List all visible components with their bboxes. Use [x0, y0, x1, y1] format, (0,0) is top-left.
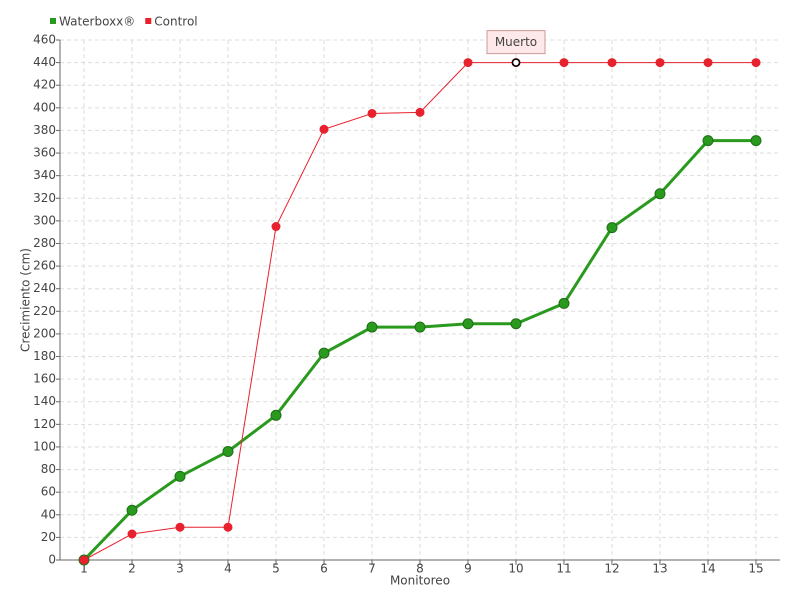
- x-tick-label: 5: [272, 562, 280, 576]
- x-tick-label: 8: [416, 562, 424, 576]
- data-point: [703, 58, 713, 68]
- y-tick-label: 160: [33, 372, 56, 386]
- x-tick-label: 7: [368, 562, 376, 576]
- data-point: [462, 318, 474, 330]
- x-tick-label: 14: [700, 562, 715, 576]
- y-tick-label: 180: [33, 349, 56, 363]
- legend-label: Control: [154, 15, 197, 29]
- x-tick-label: 9: [464, 562, 472, 576]
- y-tick-label: 420: [33, 78, 56, 92]
- data-point: [366, 321, 378, 333]
- x-tick-label: 12: [604, 562, 619, 576]
- data-point: [319, 124, 329, 134]
- data-point: [415, 107, 425, 117]
- y-tick-label: 260: [33, 259, 56, 273]
- x-tick-label: 2: [128, 562, 136, 576]
- data-point: [271, 222, 281, 232]
- data-point: [655, 58, 665, 68]
- y-tick-label: 320: [33, 191, 56, 205]
- data-point: [367, 108, 377, 118]
- y-tick-label: 20: [41, 530, 56, 544]
- data-point: [175, 522, 185, 532]
- x-tick-label: 3: [176, 562, 184, 576]
- x-tick-label: 13: [652, 562, 667, 576]
- x-tick-label: 1: [80, 562, 88, 576]
- data-point: [463, 58, 473, 68]
- y-tick-label: 80: [41, 462, 56, 476]
- data-point: [174, 470, 186, 482]
- highlight-point: [511, 58, 521, 67]
- data-point: [318, 347, 330, 359]
- y-tick-label: 140: [33, 394, 56, 408]
- annotation: Muerto: [495, 35, 537, 49]
- y-tick-label: 60: [41, 485, 56, 499]
- data-point: [751, 58, 761, 68]
- annotation-box: [486, 30, 546, 55]
- data-point: [127, 529, 137, 539]
- legend-swatch: [50, 18, 56, 24]
- data-point: [510, 318, 522, 330]
- y-axis-label: Crecimiento (cm): [19, 248, 33, 352]
- data-point: [126, 504, 138, 516]
- y-tick-label: 300: [33, 213, 56, 227]
- y-tick-label: 460: [33, 33, 56, 47]
- y-tick-label: 400: [33, 100, 56, 114]
- y-tick-label: 40: [41, 507, 56, 521]
- data-point: [414, 321, 426, 333]
- y-tick-label: 200: [33, 326, 56, 340]
- data-point: [606, 222, 618, 234]
- data-point: [222, 445, 234, 457]
- data-point: [559, 58, 569, 68]
- x-tick-label: 4: [224, 562, 232, 576]
- data-point: [270, 409, 282, 421]
- data-point: [654, 188, 666, 200]
- x-axis-label: Monitoreo: [390, 574, 450, 588]
- x-tick-label: 11: [556, 562, 571, 576]
- data-point: [223, 522, 233, 532]
- x-tick-label: 6: [320, 562, 328, 576]
- data-point: [79, 555, 89, 565]
- y-tick-label: 360: [33, 146, 56, 160]
- y-tick-label: 220: [33, 304, 56, 318]
- y-tick-label: 340: [33, 168, 56, 182]
- y-tick-label: 440: [33, 55, 56, 69]
- data-point: [702, 135, 714, 147]
- y-tick-label: 120: [33, 417, 56, 431]
- legend-label: Waterboxx®: [59, 15, 135, 29]
- y-tick-label: 0: [48, 553, 56, 567]
- y-tick-label: 380: [33, 123, 56, 137]
- data-point: [558, 297, 570, 309]
- y-tick-label: 280: [33, 236, 56, 250]
- x-tick-label: 15: [748, 562, 763, 576]
- x-tick-label: 10: [508, 562, 523, 576]
- y-tick-label: 100: [33, 439, 56, 453]
- y-tick-label: 240: [33, 281, 56, 295]
- legend-swatch: [145, 18, 152, 24]
- data-point: [607, 58, 617, 68]
- data-point: [750, 135, 762, 147]
